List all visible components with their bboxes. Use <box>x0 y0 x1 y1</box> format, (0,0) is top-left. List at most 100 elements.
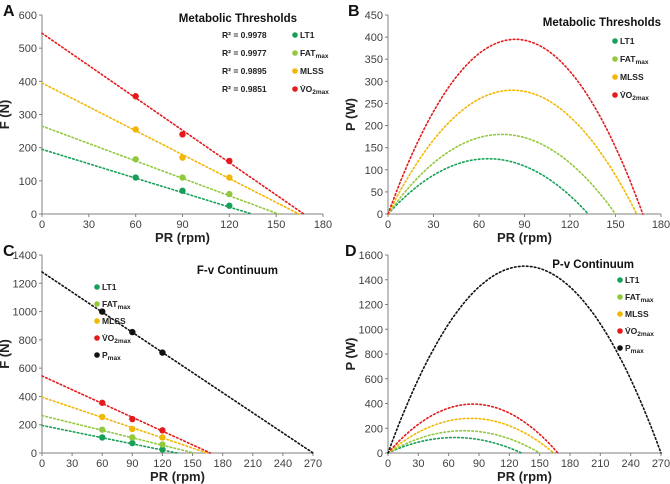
x-tick-label: 90 <box>473 458 485 470</box>
x-tick-label: 90 <box>126 458 138 470</box>
trendline-vo2max <box>41 32 305 215</box>
legend-label-main: MLSS <box>620 72 644 82</box>
power-curve-vo2max <box>387 38 644 215</box>
y-tick-label: 300 <box>365 76 383 88</box>
y-tick-label: 0 <box>31 209 37 221</box>
legend-label: V̇O2max <box>620 90 649 102</box>
legend-label: MLSS <box>102 316 126 326</box>
legend-label-subscript: max <box>631 348 644 355</box>
y-axis-title: F (N) <box>0 100 12 130</box>
legend-label: FATmax <box>625 292 654 304</box>
x-tick-label: 270 <box>652 458 670 470</box>
legend-label: MLSS <box>625 309 649 319</box>
r-squared-label: R² = 0.9977 <box>222 48 267 58</box>
data-point-vo2max <box>179 131 186 138</box>
x-tick-label: 60 <box>473 219 485 231</box>
r-squared-label: R² = 0.9851 <box>222 84 267 94</box>
x-tick-label: 0 <box>39 458 45 470</box>
data-point-vo2max <box>99 399 106 406</box>
x-tick-label: 0 <box>39 219 45 231</box>
legend-label: Pmax <box>625 343 644 355</box>
trendline-fatmax <box>41 125 280 215</box>
legend-marker <box>292 86 298 92</box>
data-point-mlss <box>179 154 186 161</box>
y-tick-label: 400 <box>19 76 37 88</box>
x-tick-label: 30 <box>412 458 424 470</box>
x-tick-label: 0 <box>385 458 391 470</box>
legend-label-main: LT1 <box>625 275 640 285</box>
trendline-fatmax <box>41 414 195 454</box>
x-tick-label: 180 <box>652 219 670 231</box>
panel-b: B 0 30 60 90 120 150 180 0 50 100 150 200 250 300 350 40… <box>343 3 670 245</box>
legend-label: LT1 <box>300 30 315 40</box>
legend-label: V̇O2max <box>300 84 329 96</box>
y-tick-label: 0 <box>377 448 383 460</box>
legend-marker <box>94 335 100 341</box>
power-curve-fatmax <box>387 133 617 215</box>
data-point-vo2max <box>132 93 139 100</box>
y-tick-label: 450 <box>365 10 383 22</box>
x-tick-label: 180 <box>314 219 332 231</box>
y-tick-label: 50 <box>371 187 383 199</box>
panel-letter: A <box>3 3 15 20</box>
data-point-vo2max <box>226 157 233 165</box>
r-squared-label: R² = 0.9978 <box>222 30 267 40</box>
power-curve-lt1 <box>387 157 590 215</box>
y-tick-label: 400 <box>365 399 383 411</box>
data-point-mlss <box>129 425 136 433</box>
power-curve-mlss <box>387 89 638 215</box>
data-point-lt1 <box>99 434 106 441</box>
data-point-lt1 <box>226 202 233 209</box>
y-tick-label: 1200 <box>359 300 383 312</box>
legend-label-subscript: 2max <box>114 338 131 345</box>
legend-label-main: FAT <box>102 299 118 309</box>
legend-label-main: MLSS <box>300 66 324 76</box>
legend-label-main: V̇O <box>102 333 115 343</box>
x-tick-label: 90 <box>176 219 188 231</box>
y-tick-label: 1000 <box>13 307 37 319</box>
legend-label-subscript: max <box>117 304 130 311</box>
data-point-fatmax <box>129 434 136 441</box>
y-tick-label: 800 <box>365 349 383 361</box>
x-tick-label: 150 <box>530 458 548 470</box>
y-axis-title: P (W) <box>343 98 358 131</box>
data-point-mlss <box>132 126 139 133</box>
power-curve-pmax <box>387 265 662 454</box>
y-axis-title: F (N) <box>0 339 12 369</box>
y-tick-label: 600 <box>19 10 37 22</box>
panel-d: D 0 30 60 90 120 150 180 210 240 270 0 200 400 600 800 1… <box>343 243 670 484</box>
data-point-mlss <box>159 434 166 441</box>
panel-c: C 0 30 60 90 120 150 180 210 240 270 0 200 400 600 800 1… <box>0 243 322 484</box>
legend-label-main: V̇O <box>625 326 638 336</box>
chart-title: F-v Continuum <box>197 265 278 277</box>
legend-label: FATmax <box>300 48 329 60</box>
legend-marker <box>617 311 623 317</box>
legend-marker <box>617 328 623 334</box>
y-tick-label: 200 <box>365 423 383 435</box>
x-axis-title: PR (rpm) <box>497 230 552 245</box>
y-tick-label: 100 <box>19 176 37 188</box>
data-point-mlss <box>226 174 233 181</box>
legend-marker <box>94 318 100 324</box>
x-tick-label: 270 <box>304 458 322 470</box>
trendline-vo2max <box>41 375 212 454</box>
legend-label-main: V̇O <box>620 90 633 100</box>
legend-label: V̇O2max <box>625 326 654 338</box>
legend-label-subscript: 2max <box>632 95 649 102</box>
x-tick-label: 30 <box>427 219 439 231</box>
data-point-fatmax <box>226 190 233 198</box>
trendline-mlss <box>41 82 300 215</box>
trendline-lt1 <box>41 424 178 454</box>
legend-label-subscript: 2max <box>312 89 329 96</box>
y-tick-label: 500 <box>19 43 37 55</box>
panel-letter: D <box>345 243 357 260</box>
data-point-fatmax <box>132 156 139 163</box>
data-point-mlss <box>99 413 106 421</box>
legend-label-main: P <box>625 343 631 353</box>
legend-marker <box>617 345 623 351</box>
y-tick-label: 1200 <box>13 278 37 290</box>
data-point-fatmax <box>99 426 106 433</box>
data-point-lt1 <box>159 446 166 453</box>
legend-label-subscript: max <box>635 59 648 66</box>
x-tick-label: 30 <box>83 219 95 231</box>
